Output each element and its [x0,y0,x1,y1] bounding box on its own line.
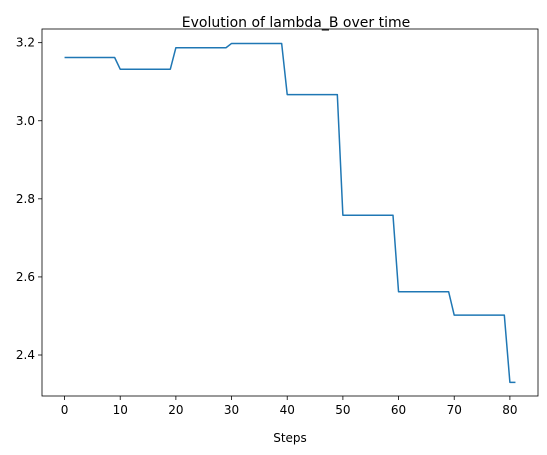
x-axis-label: Steps [273,431,307,445]
plot-frame [41,28,539,397]
y-tick-label: 3.0 [16,114,35,128]
x-axis: 0 10 20 30 40 50 60 70 80 [61,396,518,417]
x-tick-label: 0 [61,403,69,417]
x-tick-label: 80 [502,403,517,417]
series-layer [64,42,516,384]
series-line-lambda-b [64,42,516,384]
x-tick-label: 20 [168,403,183,417]
y-tick-label: 2.4 [16,348,35,362]
x-tick-label: 60 [391,403,406,417]
x-tick-label: 40 [280,403,295,417]
y-tick-label: 2.8 [16,192,35,206]
x-tick-label: 30 [224,403,239,417]
x-tick-label: 10 [113,403,128,417]
y-tick-label: 3.2 [16,36,35,50]
chart-title: Evolution of lambda_B over time [182,15,410,31]
x-tick-label: 50 [335,403,350,417]
y-tick-label: 2.6 [16,270,35,284]
x-tick-label: 70 [447,403,462,417]
y-axis: 2.4 2.6 2.8 3.0 3.2 [16,36,42,362]
